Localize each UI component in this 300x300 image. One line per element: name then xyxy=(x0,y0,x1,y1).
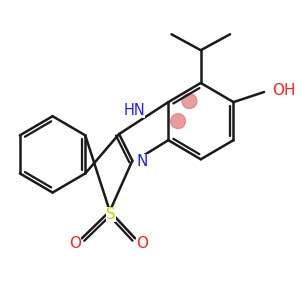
Text: S: S xyxy=(106,207,116,222)
Text: HN: HN xyxy=(124,103,145,118)
Text: OH: OH xyxy=(272,83,296,98)
Circle shape xyxy=(182,94,197,109)
Text: N: N xyxy=(137,154,148,169)
Circle shape xyxy=(171,114,185,129)
Text: O: O xyxy=(136,236,148,250)
Text: O: O xyxy=(69,236,81,250)
